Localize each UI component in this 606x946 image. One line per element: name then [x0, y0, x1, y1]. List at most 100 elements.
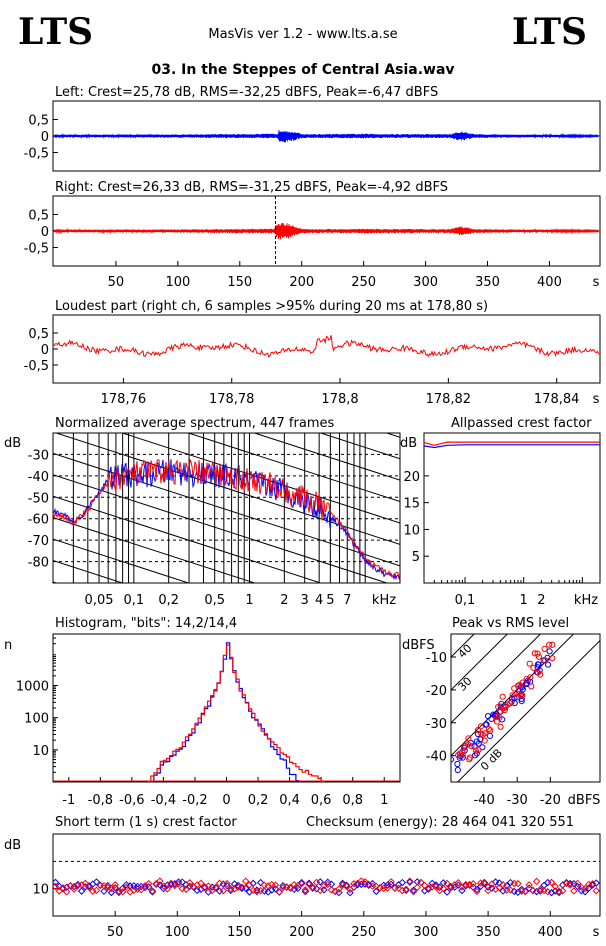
stcrest-xtick-label: 400 — [538, 925, 563, 940]
stcrest-point-right — [402, 885, 410, 894]
stcrest-point-right — [264, 882, 272, 890]
pvr-point — [549, 641, 556, 648]
stcrest-point-left — [406, 878, 414, 886]
crest-xtick-label: 2 — [537, 593, 545, 608]
stcrest-point-right — [581, 884, 589, 893]
stcrest-point-left — [230, 880, 239, 888]
pvr-point — [497, 703, 504, 710]
pvr-point — [546, 641, 553, 648]
stcrest-point-right — [398, 886, 407, 895]
stcrest-point-right — [182, 885, 190, 894]
pvr-diagonal — [451, 634, 475, 658]
stcrest-point-right — [245, 881, 254, 889]
pvr-point — [519, 686, 526, 693]
stcrest-point-right — [197, 879, 205, 888]
stcrest-point-left — [92, 878, 101, 886]
loudest-xtick-label: 178,84 — [534, 392, 580, 407]
histogram-xtick-label: 1 — [380, 793, 388, 808]
spectrum-xtick-label: 5 — [326, 593, 334, 608]
stcrest-point-right — [521, 887, 530, 896]
histogram-xtick-label: -0,4 — [151, 793, 176, 808]
pvr-ytick-label: -40 — [426, 750, 447, 765]
stcrest-point-right — [256, 886, 265, 895]
pvr-point — [487, 727, 494, 734]
stcrest-point-right — [137, 886, 145, 894]
histogram-ytick-label: 1000 — [16, 680, 49, 695]
pvr-ytick-label: -20 — [426, 684, 447, 699]
stcrest-point-right — [588, 880, 597, 888]
loudest-xtick-label: 178,76 — [101, 392, 147, 407]
stcrest-point-right — [555, 887, 563, 896]
stcrest-point-right — [253, 887, 261, 896]
loudest-ytick-label: 0,5 — [28, 327, 49, 342]
loudest-xtick-label: 178,8 — [321, 392, 358, 407]
stcrest-point-right — [186, 879, 194, 887]
pvr-point — [531, 650, 538, 657]
stcrest-point-left — [432, 881, 440, 889]
pvr-point — [526, 660, 533, 667]
pvr-point — [485, 713, 492, 720]
stcrest-point-right — [421, 881, 429, 890]
pvr-point — [515, 690, 522, 697]
stcrest-point-left — [458, 886, 466, 895]
left-waveform-ytick-label: -0,5 — [24, 147, 49, 162]
pvr-point — [459, 748, 466, 756]
stcrest-point-left — [215, 887, 224, 895]
pvr-point — [534, 650, 541, 657]
left-waveform-line — [53, 130, 600, 143]
spectrum-series-1 — [53, 459, 400, 580]
right-waveform-ytick-label: 0,5 — [28, 209, 49, 224]
stcrest-point-left — [305, 879, 313, 887]
stcrest-point-right — [316, 886, 324, 895]
stcrest-point-right — [365, 880, 373, 889]
pvr-point — [465, 735, 472, 742]
histogram-xtick-label: -0,2 — [182, 793, 207, 808]
pvr-point — [454, 766, 461, 774]
stcrest-point-right — [92, 886, 101, 895]
spectrum-grid — [53, 433, 400, 738]
stcrest-point-right — [111, 880, 119, 889]
pvr-point — [519, 692, 526, 699]
stcrest-xtick-label: 200 — [289, 925, 314, 940]
stcrest-point-left — [338, 879, 347, 888]
pvr-diagonal — [451, 634, 508, 691]
spectrum-xtick-label: 0,05 — [85, 593, 114, 608]
pvr-ytick-label: -10 — [426, 651, 447, 666]
stcrest-point-left — [297, 878, 306, 887]
stcrest-point-right — [394, 884, 403, 892]
right-waveform-ytick-label: -0,5 — [24, 242, 49, 257]
stcrest-point-right — [223, 879, 231, 888]
loudest-ytick-label: -0,5 — [24, 359, 49, 374]
left-waveform-ytick-label: 0,5 — [28, 114, 49, 129]
spectrum-xtick-label: 0,5 — [204, 593, 225, 608]
loudest-title: Loudest part (right ch, 6 samples >95% d… — [55, 299, 488, 314]
crest-xtick-label: 0,1 — [455, 593, 476, 608]
stcrest-point-right — [372, 882, 380, 891]
stcrest-point-right — [297, 880, 306, 888]
stcrest-point-right — [540, 886, 548, 895]
stcrest-point-right — [230, 885, 239, 893]
stcrest-point-left — [256, 878, 265, 887]
stcrest-point-right — [301, 886, 310, 894]
crest-title: Allpassed crest factor — [451, 416, 592, 431]
spectrum-slope — [53, 625, 400, 738]
pvr-point — [545, 661, 552, 668]
stcrest-point-left — [398, 878, 407, 887]
stcrest-checksum: Checksum (energy): 28 464 041 320 551 — [306, 815, 574, 830]
stcrest-point-right — [585, 880, 593, 889]
stcrest-point-left — [156, 881, 164, 889]
stcrest-point-left — [118, 884, 127, 893]
histogram-ytick-label: 10 — [32, 744, 49, 759]
pvr-point — [471, 743, 478, 750]
right-waveform-xtick-label: 100 — [165, 275, 190, 290]
stcrest-point-left — [324, 878, 332, 886]
pvr-point — [486, 732, 493, 740]
stcrest-point-left — [137, 882, 145, 891]
stcrest-xtick-label: 100 — [165, 925, 190, 940]
stcrest-point-right — [428, 883, 436, 891]
pvr-point — [478, 730, 485, 737]
spectrum-ylabel: dB — [4, 436, 21, 451]
stcrest-point-left — [517, 885, 526, 894]
app-title: MasVis ver 1.2 - www.lts.a.se — [208, 27, 397, 42]
stcrest-point-left — [107, 888, 116, 897]
